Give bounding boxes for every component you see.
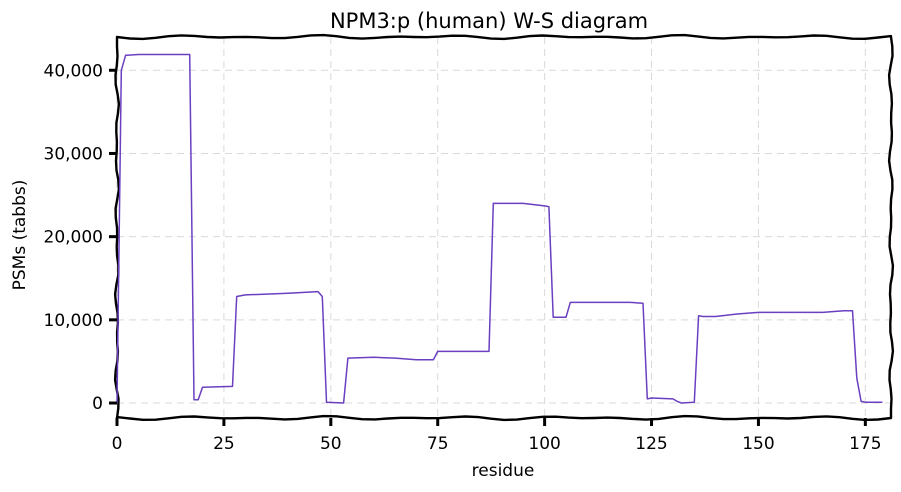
x-tick-label: 25 <box>213 434 235 454</box>
x-tick-label: 175 <box>849 434 881 454</box>
x-tick-label: 150 <box>742 434 774 454</box>
grid-layer <box>116 37 891 418</box>
plot-frame <box>113 33 895 422</box>
tick-layer: 0 25 50 75 100 125 150 175 0 10,000 20,000 30,000 40… <box>44 61 882 454</box>
y-tick-label: 30,000 <box>44 144 103 164</box>
y-axis-label: PSMs (tabbs) <box>10 180 30 291</box>
x-axis-label: residue <box>472 461 535 481</box>
y-tick-label: 40,000 <box>44 61 103 81</box>
x-tick-label: 125 <box>635 434 667 454</box>
x-tick-label: 50 <box>320 434 342 454</box>
series-line <box>116 53 883 404</box>
y-tick-label: 20,000 <box>44 228 103 248</box>
series-layer <box>116 53 883 404</box>
x-tick-label: 0 <box>112 434 123 454</box>
y-tick-label: 10,000 <box>44 311 103 331</box>
x-tick-label: 100 <box>528 434 560 454</box>
chart-title: NPM3:p (human) W-S diagram <box>330 9 648 33</box>
x-tick-label: 75 <box>427 434 449 454</box>
y-tick-label: 0 <box>92 394 103 414</box>
